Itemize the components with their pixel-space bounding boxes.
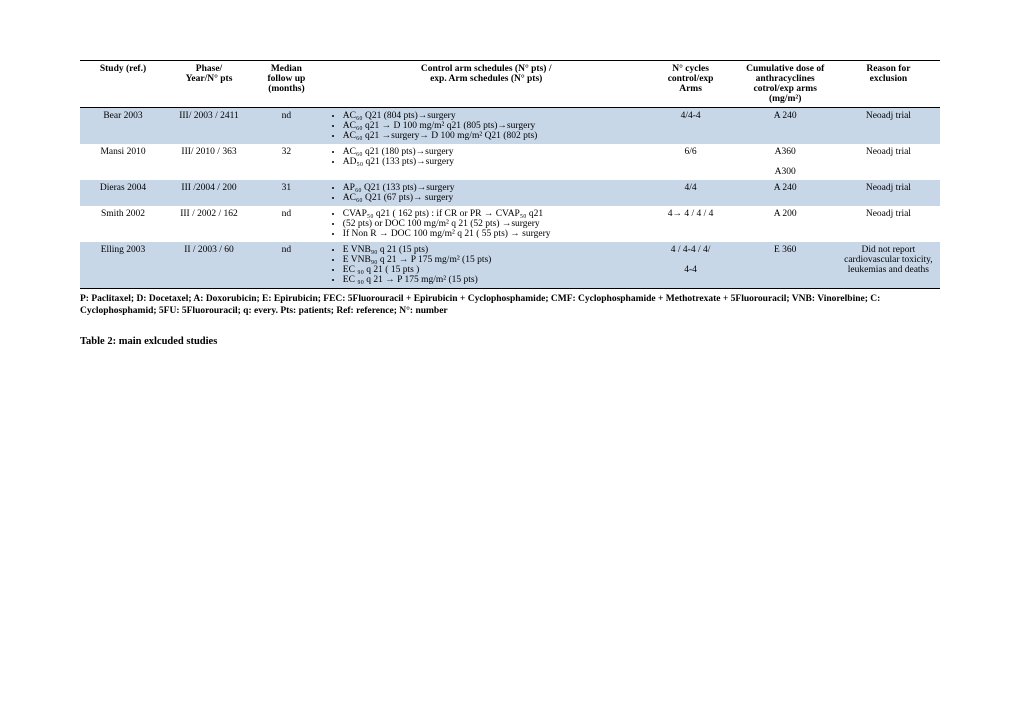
schedule-item: AC₆₀ q21 → D 100 mg/m² q21 (805 pts)→sur…	[343, 121, 644, 131]
table-row: Elling 2003II / 2003 / 60ndE VNB₉₀ q 21 …	[80, 242, 940, 289]
table-row: Mansi 2010III/ 2010 / 36332AC₆₀ q21 (180…	[80, 144, 940, 180]
header-phase: Phase/Year/N° pts	[166, 61, 252, 108]
schedules-cell: AC₆₀ Q21 (804 pts)→surgeryAC₆₀ q21 → D 1…	[321, 108, 648, 145]
phase-cell: II / 2003 / 60	[166, 242, 252, 289]
table-row: Dieras 2004III /2004 / 20031AP₆₀ Q21 (13…	[80, 180, 940, 206]
header-study: Study (ref.)	[80, 61, 166, 108]
cycles-cell: 6/6	[648, 144, 734, 180]
cumulative-cell: A360A300	[734, 144, 837, 180]
schedule-item: EC ₉₀ q 21 → P 175 mg/m² (15 pts)	[343, 275, 644, 285]
schedule-item: AD₅₀ q21 (133 pts)→surgery	[343, 157, 644, 167]
phase-cell: III / 2002 / 162	[166, 206, 252, 242]
excluded-studies-table: Study (ref.) Phase/Year/N° pts Medianfol…	[80, 60, 940, 289]
median-cell: 32	[252, 144, 321, 180]
study-cell: Elling 2003	[80, 242, 166, 289]
schedule-item: AC₆₀ q21 (180 pts)→surgery	[343, 147, 644, 157]
header-cycles: N° cyclescontrol/expArms	[648, 61, 734, 108]
study-cell: Bear 2003	[80, 108, 166, 145]
cumulative-cell: A 240	[734, 180, 837, 206]
reason-cell: Neoadj trial	[837, 206, 940, 242]
table-row: Smith 2002III / 2002 / 162nd CVAP₅₀ q21 (…	[80, 206, 940, 242]
reason-cell: Neoadj trial	[837, 108, 940, 145]
header-reason: Reason forexclusion	[837, 61, 940, 108]
cumulative-cell: E 360	[734, 242, 837, 289]
schedule-item: AC₆₀ q21 →surgery→ D 100 mg/m² Q21 (802 …	[343, 131, 644, 141]
phase-cell: III/ 2003 / 2411	[166, 108, 252, 145]
header-cumulative: Cumulative dose ofanthracyclinescotrol/e…	[734, 61, 837, 108]
study-cell: Smith 2002	[80, 206, 166, 242]
schedule-item: E VNB₉₀ q 21 (15 pts)	[343, 245, 644, 255]
cumulative-cell: A 240	[734, 108, 837, 145]
cycles-cell: 4 / 4-4 / 4/4-4	[648, 242, 734, 289]
schedule-item: AC₆₀ Q21 (67 pts)→ surgery	[343, 193, 644, 203]
header-median: Medianfollow up(months)	[252, 61, 321, 108]
table-caption: Table 2: main exlcuded studies	[80, 336, 940, 347]
cumulative-cell: A 200	[734, 206, 837, 242]
phase-cell: III/ 2010 / 363	[166, 144, 252, 180]
cycles-cell: 4→ 4 / 4 / 4	[648, 206, 734, 242]
table-header-row: Study (ref.) Phase/Year/N° pts Medianfol…	[80, 61, 940, 108]
table-footnote: P: Paclitaxel; D: Docetaxel; A: Doxorubi…	[80, 293, 940, 318]
schedule-item: AC₆₀ Q21 (804 pts)→surgery	[343, 111, 644, 121]
schedules-cell: AC₆₀ q21 (180 pts)→surgeryAD₅₀ q21 (133 …	[321, 144, 648, 180]
reason-cell: Neoadj trial	[837, 144, 940, 180]
schedule-item: E VNB₉₀ q 21 → P 175 mg/m² (15 pts)	[343, 255, 644, 265]
median-cell: nd	[252, 242, 321, 289]
schedule-item: CVAP₅₀ q21 ( 162 pts) : if CR or PR → CV…	[343, 209, 644, 219]
reason-cell: Did not report cardiovascular toxicity, …	[837, 242, 940, 289]
table-row: Bear 2003III/ 2003 / 2411ndAC₆₀ Q21 (804…	[80, 108, 940, 145]
header-schedules: Control arm schedules (N° pts) /exp. Arm…	[321, 61, 648, 108]
schedule-item: EC ₉₀ q 21 ( 15 pts )	[343, 265, 644, 275]
median-cell: 31	[252, 180, 321, 206]
schedule-item: If Non R → DOC 100 mg/m² q 21 ( 55 pts) …	[343, 229, 644, 239]
schedules-cell: AP₆₀ Q21 (133 pts)→surgeryAC₆₀ Q21 (67 p…	[321, 180, 648, 206]
median-cell: nd	[252, 206, 321, 242]
schedules-cell: CVAP₅₀ q21 ( 162 pts) : if CR or PR → CV…	[321, 206, 648, 242]
study-cell: Mansi 2010	[80, 144, 166, 180]
schedule-item: (52 pts) or DOC 100 mg/m² q 21 (52 pts) …	[343, 219, 644, 229]
reason-cell: Neoadj trial	[837, 180, 940, 206]
schedules-cell: E VNB₉₀ q 21 (15 pts)E VNB₉₀ q 21 → P 17…	[321, 242, 648, 289]
median-cell: nd	[252, 108, 321, 145]
study-cell: Dieras 2004	[80, 180, 166, 206]
cycles-cell: 4/4	[648, 180, 734, 206]
phase-cell: III /2004 / 200	[166, 180, 252, 206]
schedule-item: AP₆₀ Q21 (133 pts)→surgery	[343, 183, 644, 193]
cycles-cell: 4/4-4	[648, 108, 734, 145]
